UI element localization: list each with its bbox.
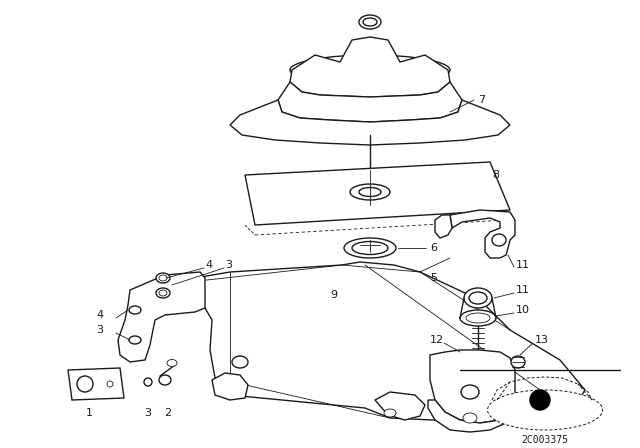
Ellipse shape [350, 184, 390, 200]
Ellipse shape [232, 356, 248, 368]
Ellipse shape [159, 290, 167, 296]
Ellipse shape [156, 273, 170, 283]
Ellipse shape [159, 275, 167, 281]
Ellipse shape [492, 234, 506, 246]
Polygon shape [375, 392, 425, 420]
Ellipse shape [290, 55, 450, 85]
Ellipse shape [159, 375, 171, 385]
Text: 5: 5 [430, 273, 437, 283]
Polygon shape [68, 368, 124, 400]
Polygon shape [290, 37, 450, 97]
Polygon shape [430, 350, 515, 423]
Ellipse shape [167, 359, 177, 366]
Ellipse shape [342, 294, 394, 312]
Ellipse shape [129, 306, 141, 314]
Text: 6: 6 [430, 243, 437, 253]
Ellipse shape [464, 288, 492, 308]
Ellipse shape [469, 292, 487, 304]
Ellipse shape [359, 188, 381, 197]
Ellipse shape [351, 271, 389, 285]
Text: 11: 11 [516, 260, 530, 270]
Ellipse shape [129, 336, 141, 344]
Text: 10: 10 [516, 305, 530, 315]
Polygon shape [450, 210, 515, 258]
Ellipse shape [107, 381, 113, 387]
Text: 2: 2 [164, 408, 172, 418]
Ellipse shape [488, 390, 602, 430]
Ellipse shape [342, 267, 398, 289]
Polygon shape [435, 215, 452, 238]
Circle shape [530, 390, 550, 410]
Text: 13: 13 [535, 335, 549, 345]
Ellipse shape [344, 238, 396, 258]
Polygon shape [245, 162, 510, 225]
Polygon shape [212, 373, 248, 400]
Text: 3: 3 [96, 325, 103, 335]
Text: 8: 8 [492, 170, 499, 180]
Text: 2C003375: 2C003375 [522, 435, 568, 445]
Polygon shape [148, 262, 585, 425]
Polygon shape [118, 272, 205, 362]
Ellipse shape [342, 339, 394, 357]
Ellipse shape [298, 69, 442, 91]
Text: 12: 12 [430, 335, 444, 345]
Text: 9: 9 [330, 290, 337, 300]
Ellipse shape [463, 413, 477, 423]
Polygon shape [278, 82, 462, 122]
Ellipse shape [352, 241, 388, 254]
Polygon shape [428, 400, 515, 432]
Text: 4: 4 [96, 310, 103, 320]
Text: 3: 3 [145, 408, 152, 418]
Ellipse shape [466, 313, 490, 323]
Ellipse shape [460, 310, 496, 326]
Text: 1: 1 [86, 408, 93, 418]
Ellipse shape [511, 356, 525, 368]
Ellipse shape [156, 288, 170, 298]
Ellipse shape [384, 409, 396, 417]
Text: 7: 7 [478, 95, 485, 105]
Ellipse shape [461, 385, 479, 399]
Ellipse shape [359, 15, 381, 29]
Ellipse shape [144, 378, 152, 386]
Ellipse shape [77, 376, 93, 392]
Polygon shape [230, 100, 510, 145]
Ellipse shape [363, 18, 377, 26]
Text: 11: 11 [516, 285, 530, 295]
Text: 3: 3 [225, 260, 232, 270]
Text: 4: 4 [205, 260, 212, 270]
